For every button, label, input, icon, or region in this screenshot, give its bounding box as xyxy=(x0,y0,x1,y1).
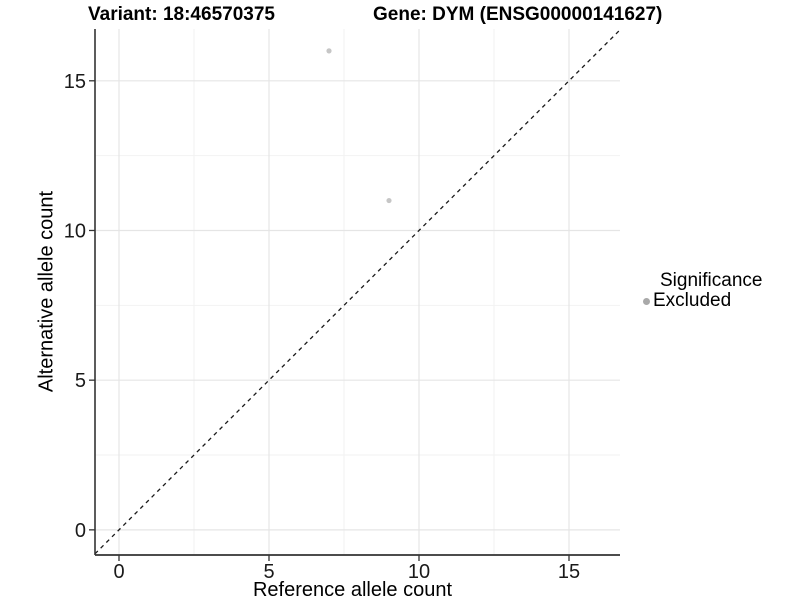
y-axis-title: Alternative allele count xyxy=(35,190,58,393)
y-tick-label: 10 xyxy=(64,220,86,242)
identity-dashed-line xyxy=(94,29,621,555)
x-axis-title: Reference allele count xyxy=(252,579,452,600)
legend: Significance Excluded xyxy=(640,270,762,311)
legend-title: Significance xyxy=(660,270,763,291)
x-tick-label: 15 xyxy=(558,561,580,583)
x-tick-label: 0 xyxy=(113,561,124,583)
legend-key-dot-icon xyxy=(643,297,650,305)
x-tick-label: 5 xyxy=(263,561,274,583)
data-point xyxy=(386,197,392,204)
y-tick-label: 5 xyxy=(75,370,86,392)
x-tick-label: 10 xyxy=(408,561,430,583)
y-tick-label: 0 xyxy=(75,520,86,542)
data-point xyxy=(326,48,332,54)
plot-title-variant: Variant: 18:46570375 xyxy=(88,4,275,25)
legend-entry-excluded: Excluded xyxy=(640,291,762,311)
plot-title-gene: Gene: DYM (ENSG00000141627) xyxy=(373,4,663,25)
y-tick-label: 15 xyxy=(64,71,86,93)
legend-entry-label: Excluded xyxy=(653,290,732,311)
